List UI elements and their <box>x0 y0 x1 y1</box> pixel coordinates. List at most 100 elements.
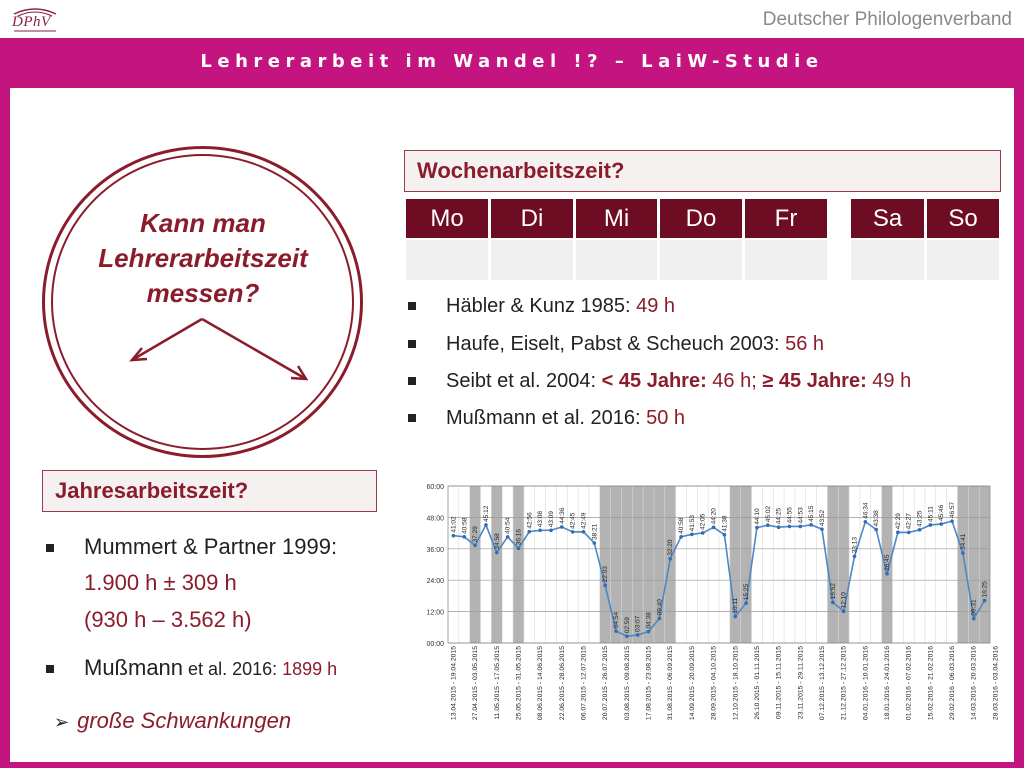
bullet-square <box>408 302 416 310</box>
x-tick-label: 18.01.2016 - 24.01.2016 <box>884 646 891 720</box>
data-point <box>809 523 813 527</box>
day-cell-empty <box>576 240 657 280</box>
data-point <box>668 556 673 561</box>
bullet-square <box>408 340 416 348</box>
yearly-study-etal: et al. 2016: <box>183 659 283 679</box>
data-label: 41:38 <box>721 515 728 532</box>
x-tick-label: 26.10.2015 - 01.11.2015 <box>754 646 761 720</box>
day-wednesday: Mi <box>576 199 657 238</box>
data-point <box>657 616 662 621</box>
yearly-study-label: Mußmann <box>84 655 184 680</box>
data-point <box>484 523 488 527</box>
data-label: 36:16 <box>515 529 522 546</box>
yearly-study-label: Mummert & Partner 1999: <box>84 534 338 559</box>
data-label: 40:54 <box>505 517 512 534</box>
data-point <box>581 530 586 534</box>
chart-background <box>410 476 1000 760</box>
data-label: 42:29 <box>895 513 902 530</box>
study-citation: Seibt et al. 2004: <box>446 370 602 392</box>
x-tick-label: 09.11.2015 - 15.11.2015 <box>776 646 783 719</box>
data-point <box>852 554 857 559</box>
data-label: 03:07 <box>635 615 642 632</box>
y-tick-label: 24:00 <box>426 578 444 585</box>
day-cell-empty <box>660 240 742 280</box>
data-label: 42:49 <box>581 512 588 529</box>
data-point <box>516 546 521 551</box>
data-label: 44:53 <box>797 507 804 524</box>
data-label: 44:10 <box>754 508 761 525</box>
data-point <box>798 524 803 529</box>
question-line-2: Lehrerarbeitszeit <box>98 243 308 273</box>
data-point <box>614 629 618 633</box>
data-point <box>625 634 629 639</box>
x-tick-label: 20.07.2015 - 26.07.2015 <box>602 646 609 720</box>
x-tick-label: 07.12.2015 - 13.12.2015 <box>819 646 826 720</box>
data-label: 45:46 <box>938 504 945 521</box>
y-tick-label: 00:00 <box>426 641 444 648</box>
data-label: 44:55 <box>786 507 793 524</box>
data-point <box>874 527 878 532</box>
data-point <box>473 543 477 548</box>
data-label: 15:52 <box>830 583 837 600</box>
conclusion: ➢ große Schwankungen <box>54 708 291 734</box>
study-hours: 50 h <box>646 407 686 429</box>
x-tick-label: 17.08.2015 - 23.08.2015 <box>646 646 653 720</box>
question-circle-outer <box>42 146 363 458</box>
data-point <box>971 616 976 621</box>
holiday-band <box>469 486 481 643</box>
x-tick-label: 14.09.2015 - 20.09.2015 <box>689 646 696 720</box>
data-label: 44:25 <box>776 508 783 525</box>
yearly-study-range: (930 h – 3.562 h) <box>84 607 252 632</box>
data-label: 45:12 <box>483 505 490 522</box>
slide-title: Lehrerarbeit im Wandel !? – LaiW-Studie <box>200 51 824 72</box>
organization-name: Deutscher Philologenverband <box>762 9 1012 30</box>
data-point <box>733 614 738 619</box>
data-point <box>592 541 597 545</box>
data-label: 40:58 <box>461 517 468 534</box>
bullet-square <box>46 665 54 673</box>
day-sunday: So <box>927 199 999 238</box>
study-citation: Mußmann et al. 2016: <box>446 407 647 429</box>
day-tuesday: Di <box>491 199 573 238</box>
bullet-square <box>408 414 416 422</box>
data-point <box>635 633 640 637</box>
data-point <box>841 609 846 614</box>
data-label: 26:45 <box>884 554 891 571</box>
data-point <box>961 551 965 555</box>
data-point <box>885 571 889 576</box>
data-point <box>950 519 954 523</box>
plot-frame <box>447 485 991 644</box>
day-cell-empty <box>406 240 488 280</box>
data-label: 09:31 <box>971 599 978 616</box>
data-point <box>560 525 564 529</box>
data-point <box>939 522 944 526</box>
data-label: 43:09 <box>548 511 555 528</box>
y-tick-label: 12:00 <box>426 610 444 617</box>
study-citation: Häbler & Kunz 1985: <box>446 295 637 317</box>
x-tick-label: 27.04.2015 - 03.05.2015 <box>472 646 479 720</box>
y-tick-label: 60:00 <box>426 484 444 491</box>
data-label: 09:40 <box>656 599 663 616</box>
data-point <box>928 523 933 527</box>
yearly-hours-title: Jahresarbeitszeit? <box>55 478 249 503</box>
study-citation: Haufe, Eiselt, Pabst & Scheuch 2003: <box>446 333 786 355</box>
data-point <box>494 550 499 555</box>
data-point <box>549 528 553 533</box>
day-monday: Mo <box>406 199 488 238</box>
data-point <box>603 583 607 588</box>
data-label: 12:10 <box>841 592 848 609</box>
data-label: 15:25 <box>743 583 750 600</box>
data-point <box>744 601 748 605</box>
data-point <box>679 535 683 539</box>
weekly-hours-chart: 00:00 12:00 24:00 36:00 48:00 60:00 41:02 40:5… <box>410 476 1000 760</box>
data-label: 41:02 <box>450 516 457 533</box>
data-point <box>755 525 759 530</box>
x-tick-label: 21.12.2015 - 27.12.2015 <box>841 646 848 720</box>
series-line <box>453 520 986 638</box>
data-point <box>690 532 694 537</box>
data-point <box>776 525 781 530</box>
x-tick-label: 13.04.2015 - 19.04.2015 <box>450 646 457 720</box>
holiday-band <box>881 486 893 643</box>
data-label: 44:20 <box>711 508 718 525</box>
data-label: 10:11 <box>732 597 739 613</box>
